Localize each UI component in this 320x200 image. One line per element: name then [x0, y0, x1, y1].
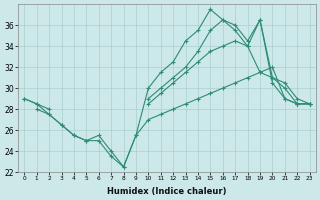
- X-axis label: Humidex (Indice chaleur): Humidex (Indice chaleur): [107, 187, 227, 196]
